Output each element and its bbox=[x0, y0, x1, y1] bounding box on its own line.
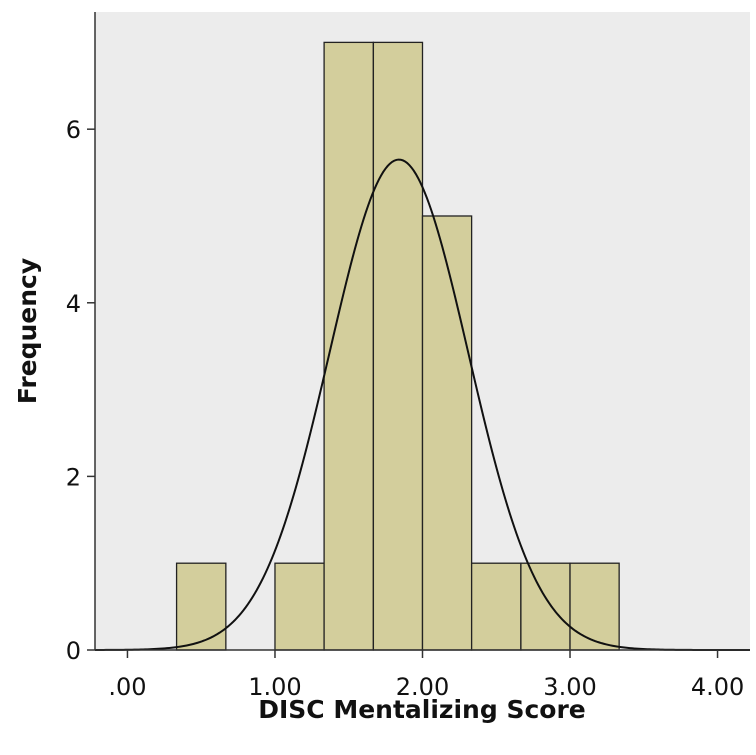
x-tick-label: 3.00 bbox=[543, 673, 596, 701]
histogram-bar bbox=[274, 562, 325, 651]
x-tick-label: 2.00 bbox=[396, 673, 449, 701]
histogram-bar bbox=[175, 562, 227, 651]
histogram-bar bbox=[520, 562, 571, 651]
y-tick-label: 2 bbox=[66, 463, 81, 491]
histogram-bar bbox=[421, 215, 473, 651]
x-tick-label: .00 bbox=[108, 673, 146, 701]
y-tick-label: 0 bbox=[66, 637, 81, 665]
y-axis-title: Frequency bbox=[13, 258, 42, 404]
histogram-bar bbox=[470, 562, 522, 651]
y-tick-label: 6 bbox=[66, 116, 81, 144]
tick-marks bbox=[87, 128, 719, 658]
x-tick-labels: .00 1.00 2.00 3.00 4.00 bbox=[108, 673, 744, 701]
x-axis-title: DISC Mentalizing Score bbox=[258, 695, 586, 724]
histogram-bar bbox=[372, 41, 424, 651]
histogram-bars bbox=[175, 41, 620, 651]
x-tick-label: 4.00 bbox=[691, 673, 744, 701]
histogram-bar bbox=[569, 562, 620, 651]
y-tick-label: 4 bbox=[66, 290, 81, 318]
x-tick-label: 1.00 bbox=[248, 673, 301, 701]
histogram-bar bbox=[323, 41, 375, 651]
normal-curve bbox=[94, 158, 750, 651]
y-tick-labels: 0 2 4 6 bbox=[66, 116, 81, 665]
